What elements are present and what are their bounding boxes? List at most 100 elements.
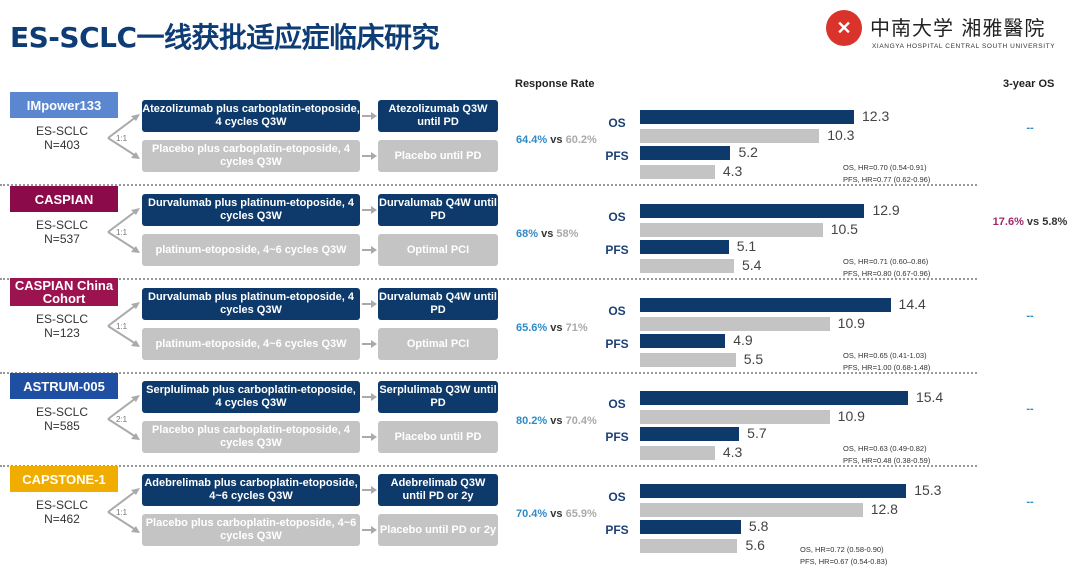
three-year-os: -- xyxy=(990,496,1070,508)
pfs-hr: PFS, HR=0.80 (0.67-0.96) xyxy=(843,269,931,278)
os-bar-exp xyxy=(640,298,891,312)
study-name-badge: CASPIAN xyxy=(10,186,118,212)
study-row: ASTRUM-005 ES-SCLC N=585 2:1 Serplulimab … xyxy=(0,373,1080,467)
experimental-induction: Durvalumab plus platinum-etoposide, 4 cy… xyxy=(142,194,360,226)
os-label: OS xyxy=(608,116,626,130)
control-induction: platinum-etoposide, 4~6 cycles Q3W xyxy=(142,234,360,266)
response-rate: 68% vs 58% xyxy=(516,228,578,240)
os-hr: OS, HR=0.71 (0.60–0.86) xyxy=(843,257,929,266)
experimental-induction: Serplulimab plus carboplatin-etoposide, … xyxy=(142,381,360,413)
pfs-bar-exp xyxy=(640,146,731,160)
os-bar-exp xyxy=(640,391,908,405)
randomization-ratio: 2:1 xyxy=(116,415,128,424)
pfs-value-exp: 4.9 xyxy=(733,332,753,348)
study-name-badge: CASPIAN China Cohort xyxy=(10,278,118,306)
rr-control: 71% xyxy=(565,322,588,334)
randomization-arrows xyxy=(107,393,377,441)
response-rate: 80.2% vs 70.4% xyxy=(516,415,597,427)
study-row: IMpower133 ES-SCLC N=403 1:1 Atezolizumab… xyxy=(0,92,1080,186)
population: ES-SCLC N=537 xyxy=(20,218,104,246)
os-bar-exp xyxy=(640,204,865,218)
sample-size: N=585 xyxy=(44,419,80,433)
os3-experimental: -- xyxy=(1026,403,1034,415)
pfs-label: PFS xyxy=(605,243,629,257)
os-label: OS xyxy=(608,210,626,224)
randomization-arrows xyxy=(107,300,377,348)
pfs-hr: PFS, HR=1.00 (0.68-1.48) xyxy=(843,363,931,372)
control-maintenance: Placebo until PD or 2y xyxy=(378,514,498,546)
population-label: ES-SCLC xyxy=(35,498,88,512)
three-year-os: -- xyxy=(990,403,1070,415)
os-bar-ctl xyxy=(640,317,830,331)
os-hr: OS, HR=0.72 (0.58-0.90) xyxy=(800,545,884,554)
rr-experimental: 68% xyxy=(516,228,539,240)
os-value-ctl: 10.9 xyxy=(837,315,865,331)
pfs-bar-ctl xyxy=(640,259,734,273)
response-rate: 64.4% vs 60.2% xyxy=(516,134,597,146)
pfs-label: PFS xyxy=(605,149,629,163)
os-hr: OS, HR=0.65 (0.41-1.03) xyxy=(843,351,927,360)
pfs-value-ctl: 5.4 xyxy=(741,257,762,273)
pfs-bar-exp xyxy=(640,520,741,534)
three-year-os: 17.6% vs 5.8% xyxy=(990,216,1070,228)
os-value-ctl: 10.5 xyxy=(830,221,858,237)
study-name-badge: IMpower133 xyxy=(10,92,118,118)
os3-experimental: -- xyxy=(1026,496,1034,508)
pfs-value-exp: 5.2 xyxy=(738,144,758,160)
control-induction: Placebo plus carboplatin-etoposide, 4~6 … xyxy=(142,514,360,546)
pfs-bar-ctl xyxy=(640,353,736,367)
os-label: OS xyxy=(608,304,626,318)
pfs-value-ctl: 5.5 xyxy=(743,351,764,367)
os-label: OS xyxy=(608,490,626,504)
rr-experimental: 80.2% xyxy=(516,415,548,427)
rr-experimental: 70.4% xyxy=(516,508,548,520)
population-label: ES-SCLC xyxy=(35,124,88,138)
rr-control: 65.9% xyxy=(565,508,597,520)
randomization-ratio: 1:1 xyxy=(116,228,128,237)
os-hr: OS, HR=0.70 (0.54-0.91) xyxy=(843,163,927,172)
experimental-maintenance: Serplulimab Q3W until PD xyxy=(378,381,498,413)
study-row: CASPIAN ES-SCLC N=537 1:1 Durvalumab plus… xyxy=(0,186,1080,280)
sample-size: N=462 xyxy=(44,512,80,526)
os-value-exp: 15.4 xyxy=(915,389,944,405)
rr-control: 58% xyxy=(556,228,579,240)
rr-experimental: 64.4% xyxy=(516,134,548,146)
control-maintenance: Placebo until PD xyxy=(378,421,498,453)
pfs-bar-ctl xyxy=(640,446,715,460)
pfs-hr: PFS, HR=0.77 (0.62-0.96) xyxy=(843,175,931,184)
experimental-maintenance: Adebrelimab Q3W until PD or 2y xyxy=(378,474,498,506)
pfs-value-ctl: 5.6 xyxy=(745,537,765,553)
population-label: ES-SCLC xyxy=(35,218,88,232)
control-maintenance: Optimal PCI xyxy=(378,328,498,360)
row-divider xyxy=(0,184,977,186)
three-year-os-header: 3-year OS xyxy=(1003,78,1055,90)
response-rate-header: Response Rate xyxy=(515,78,595,90)
logo-english-text: XIANGYA HOSPITAL CENTRAL SOUTH UNIVERSIT… xyxy=(872,43,1056,50)
control-induction: Placebo plus carboplatin-etoposide, 4 cy… xyxy=(142,140,360,172)
os3-experimental: 17.6% xyxy=(992,216,1024,228)
os-bar-ctl xyxy=(640,410,830,424)
os-value-exp: 15.3 xyxy=(914,482,942,498)
os-label: OS xyxy=(608,397,626,411)
experimental-induction: Durvalumab plus platinum-etoposide, 4 cy… xyxy=(142,288,360,320)
rr-control: 60.2% xyxy=(565,134,597,146)
pfs-bar-exp xyxy=(640,240,729,254)
control-maintenance: Optimal PCI xyxy=(378,234,498,266)
hospital-logo: ✕ 中南大学 湘雅醫院 XIANGYA HOSPITAL CENTRAL SOU… xyxy=(826,10,1056,52)
sample-size: N=537 xyxy=(44,232,80,246)
randomization-ratio: 1:1 xyxy=(116,134,128,143)
rr-vs: vs xyxy=(550,415,563,427)
study-name-badge: CAPSTONE-1 xyxy=(10,466,118,492)
rr-vs: vs xyxy=(550,508,563,520)
hazard-ratios: OS, HR=0.65 (0.41-1.03) PFS, HR=1.00 (0.6… xyxy=(843,350,930,374)
pfs-value-ctl: 4.3 xyxy=(722,444,743,460)
population-label: ES-SCLC xyxy=(35,312,88,326)
pfs-label: PFS xyxy=(605,430,629,444)
response-rate: 70.4% vs 65.9% xyxy=(516,508,597,520)
sample-size: N=403 xyxy=(44,138,80,152)
pfs-bar-exp xyxy=(640,427,740,441)
experimental-maintenance: Atezolizumab Q3W until PD xyxy=(378,100,498,132)
pfs-hr: PFS, HR=0.67 (0.54-0.83) xyxy=(800,557,888,566)
os-value-exp: 14.4 xyxy=(898,296,926,312)
row-divider xyxy=(0,372,977,374)
